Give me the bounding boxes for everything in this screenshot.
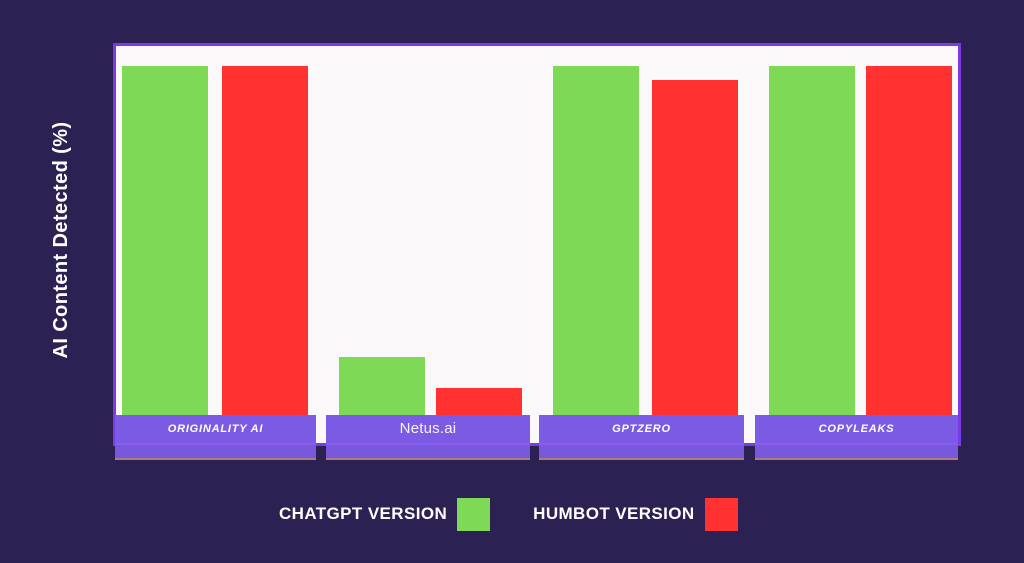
bar-chatgpt-version-netus-ai <box>339 356 425 416</box>
bar-humbot-version-netus-ai <box>436 388 522 416</box>
category-banner-base <box>539 445 744 460</box>
y-axis-label: AI Content Detected (%) <box>50 121 72 359</box>
legend-item-humbot-version: HUMBOT VERSION <box>533 497 738 531</box>
legend-swatch <box>704 497 738 531</box>
category-banner-base <box>115 445 316 460</box>
legend-label: HUMBOT VERSION <box>533 504 695 523</box>
legend-item-chatgpt-version: CHATGPT VERSION <box>279 497 533 531</box>
bar-humbot-version-copyleaks <box>866 66 952 416</box>
bar-chatgpt-version-copyleaks <box>769 66 855 416</box>
bar-humbot-version-originality-ai <box>222 66 308 416</box>
category-label: COPYLEAKS <box>755 415 958 445</box>
category-label: Netus.ai <box>326 415 530 445</box>
bar-chatgpt-version-originality-ai <box>122 66 208 416</box>
legend-swatch <box>457 497 491 531</box>
legend: CHATGPT VERSION HUMBOT VERSION <box>279 497 738 531</box>
category-banner-originality-ai: ORIGINALITY AI <box>115 415 316 460</box>
legend-label: CHATGPT VERSION <box>279 504 448 523</box>
bar-chatgpt-version-gptzero <box>553 66 639 416</box>
category-banner-copyleaks: COPYLEAKS <box>755 415 958 460</box>
category-banner-base <box>326 445 530 460</box>
category-banner-gptzero: GPTZERO <box>539 415 744 460</box>
category-label: GPTZERO <box>539 415 744 445</box>
bar-humbot-version-gptzero <box>652 80 738 416</box>
category-banner-netus-ai: Netus.ai <box>326 415 530 460</box>
category-banner-base <box>755 445 958 460</box>
category-label: ORIGINALITY AI <box>115 415 316 445</box>
